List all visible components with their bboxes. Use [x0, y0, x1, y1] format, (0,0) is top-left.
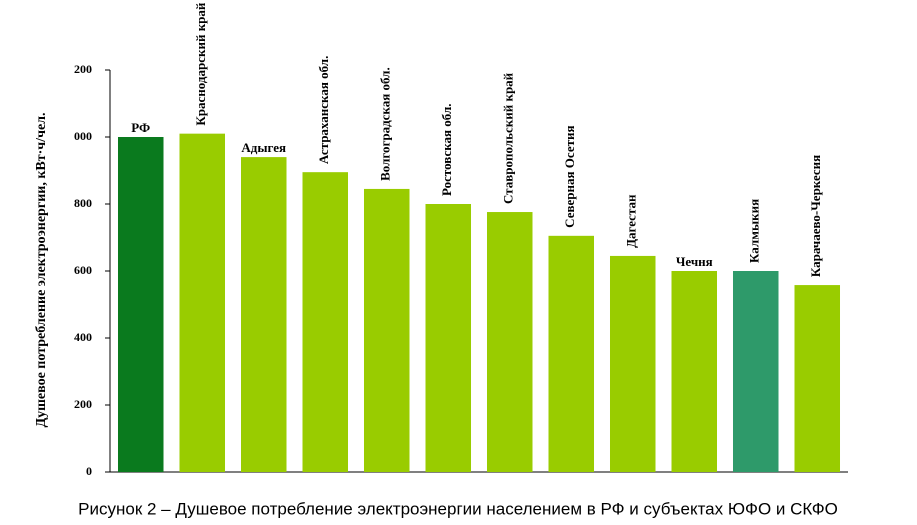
y-tick-label: 200 — [74, 397, 92, 411]
y-axis-label: Душевое потребление электроэнергии, кВт·… — [34, 112, 49, 427]
category-label: Калмыкия — [747, 199, 762, 263]
category-label: Ставропольский край — [501, 72, 516, 204]
y-tick-label: 600 — [74, 263, 92, 277]
y-tick-label: 0 — [86, 464, 92, 478]
category-label: Северная Осетия — [562, 125, 577, 227]
y-tick-label: 200 — [74, 62, 92, 76]
category-label: Волгоградская обл. — [378, 67, 393, 181]
bar — [609, 255, 656, 472]
bar — [179, 133, 226, 472]
category-label: Адыгея — [241, 140, 286, 155]
bar — [486, 212, 533, 473]
category-label: РФ — [131, 120, 150, 135]
bar — [363, 188, 410, 473]
bar — [548, 235, 595, 472]
y-tick-label: 400 — [74, 330, 92, 344]
category-label: Ростовская обл. — [439, 103, 454, 196]
category-label: Карачаево-Черкесия — [808, 155, 823, 277]
bar — [425, 204, 472, 472]
bar — [794, 285, 841, 472]
bar — [671, 271, 718, 472]
y-tick-label: 000 — [74, 129, 92, 143]
category-label: Чечня — [676, 254, 713, 269]
category-label: Краснодарский край — [193, 2, 208, 126]
bar — [240, 157, 287, 472]
bar — [117, 137, 164, 472]
bar — [732, 271, 779, 472]
category-label: Дагестан — [624, 194, 639, 248]
category-label: Астраханская обл. — [316, 56, 331, 165]
y-tick-label: 800 — [74, 196, 92, 210]
caption: Рисунок 2 – Душевое потребление электроэ… — [78, 499, 838, 518]
bar — [302, 172, 349, 473]
